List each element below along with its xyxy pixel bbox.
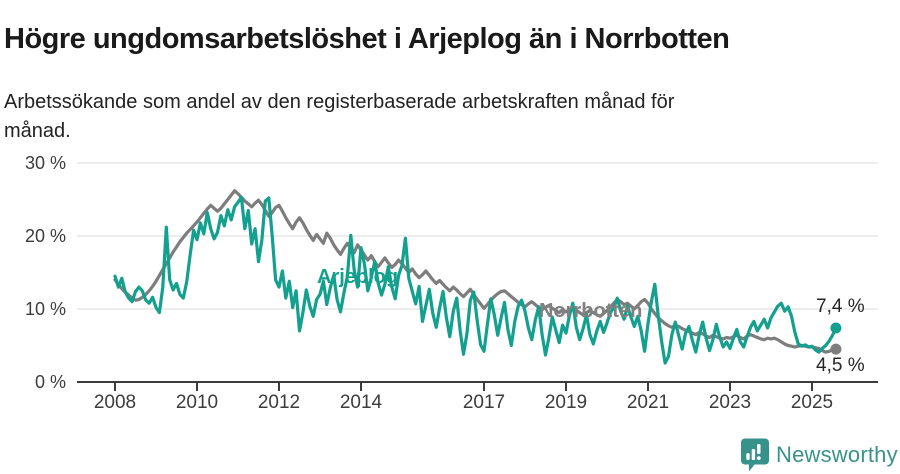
series-label-arjeplog: Arjeplog (317, 266, 399, 288)
y-axis-label: 0 % (34, 372, 66, 392)
x-axis-label: 2019 (544, 392, 588, 413)
y-axis-label: 20 % (24, 226, 66, 246)
page-title: Högre ungdomsarbetslöshet i Arjeplog än … (4, 23, 730, 56)
x-axis-label: 2012 (257, 392, 301, 413)
newsworthy-bubble-chart-icon (741, 438, 769, 472)
x-axis-label: 2021 (626, 392, 670, 413)
x-axis-label: 2008 (93, 392, 137, 413)
series-line-arjeplog (113, 195, 838, 365)
newsworthy-logo-text: Newsworthy (776, 442, 898, 467)
y-axis-label: 10 % (24, 299, 66, 319)
x-axis-label: 2010 (175, 392, 219, 413)
chart-subtitle: Arbetssökande som andel av den registerb… (4, 91, 675, 142)
x-axis-label: 2025 (790, 392, 834, 413)
end-value-label-arjeplog: 7,4 % (816, 296, 865, 317)
series-endpoint-dot-norrbotten (830, 343, 842, 355)
x-axis-label: 2023 (708, 392, 752, 413)
series-label-norrbotten: Norrbotten (539, 300, 643, 322)
x-axis-label: 2017 (462, 392, 506, 413)
y-axis-label: 30 % (24, 153, 66, 173)
newsworthy-logo: Newsworthy (740, 436, 898, 474)
x-axis-label: 2014 (339, 392, 383, 413)
series-line-norrbotten (113, 189, 838, 354)
series-endpoint-dot-arjeplog (830, 322, 842, 334)
end-value-label-norrbotten: 4,5 % (816, 355, 865, 376)
